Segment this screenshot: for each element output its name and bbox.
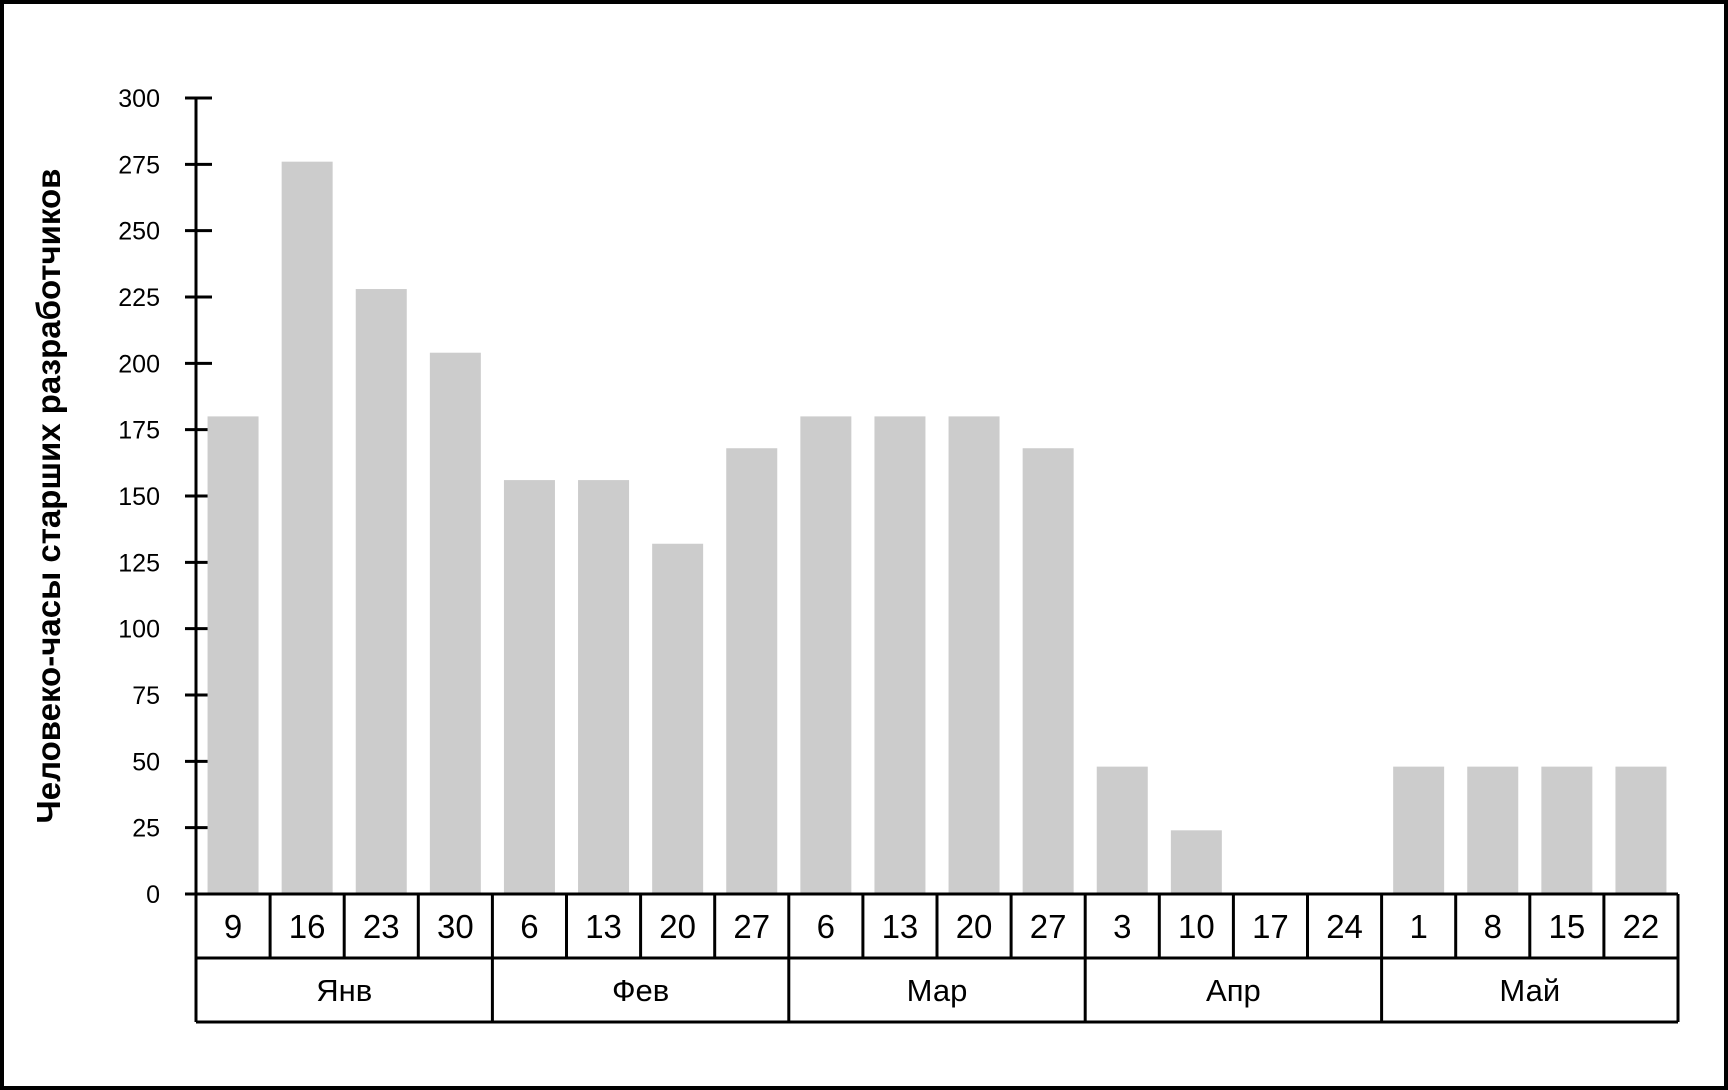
x-axis-table: 9 16 23 30 6 13 20 27 6 13 20 27 3 10 17 24 1 8 15 22 Янв Фев… xyxy=(194,892,1680,1024)
month-label: Янв xyxy=(316,973,372,1008)
bar xyxy=(207,416,259,894)
x-tick-label: 15 xyxy=(1548,908,1585,945)
y-tick-label: 25 xyxy=(132,815,160,843)
y-axis: 0 25 50 75 100 125 150 175 200 225 250 275 300 xyxy=(118,85,212,909)
x-tick-label: 6 xyxy=(520,908,538,945)
bar xyxy=(1022,448,1074,894)
y-tick-label: 0 xyxy=(146,881,160,909)
x-tick-label: 23 xyxy=(363,908,400,945)
bar xyxy=(1467,766,1519,894)
x-tick-label: 1 xyxy=(1409,908,1427,945)
y-tick-label: 200 xyxy=(118,350,160,378)
x-tick-label: 17 xyxy=(1252,908,1289,945)
bar xyxy=(1615,766,1667,894)
x-tick-label: 10 xyxy=(1178,908,1215,945)
x-tick-label: 9 xyxy=(224,908,242,945)
month-label: Май xyxy=(1499,973,1560,1008)
bar xyxy=(1170,830,1222,894)
bar xyxy=(800,416,852,894)
bar xyxy=(874,416,926,894)
x-tick-label: 13 xyxy=(585,908,622,945)
bar xyxy=(1096,766,1148,894)
x-tick-label: 22 xyxy=(1623,908,1660,945)
bar xyxy=(578,480,630,894)
y-tick-label: 150 xyxy=(118,483,160,511)
x-tick-label: 8 xyxy=(1484,908,1502,945)
bars xyxy=(207,161,1667,895)
x-tick-label: 27 xyxy=(733,908,770,945)
y-tick-label: 125 xyxy=(118,549,160,577)
y-tick-label: 100 xyxy=(118,616,160,644)
bar xyxy=(948,416,1000,894)
month-label: Апр xyxy=(1206,973,1261,1008)
bar xyxy=(355,289,407,894)
bar xyxy=(1393,766,1445,894)
x-tick-label: 24 xyxy=(1326,908,1363,945)
x-tick-label: 3 xyxy=(1113,908,1131,945)
bar xyxy=(1541,766,1593,894)
x-tick-label: 20 xyxy=(659,908,696,945)
x-tick-label: 16 xyxy=(289,908,326,945)
bar xyxy=(652,543,704,894)
y-tick-label: 275 xyxy=(118,151,160,179)
y-tick-label: 300 xyxy=(118,85,160,113)
bar xyxy=(281,161,333,894)
y-tick-label: 225 xyxy=(118,284,160,312)
x-tick-label: 20 xyxy=(956,908,993,945)
x-tick-label: 27 xyxy=(1030,908,1067,945)
bar xyxy=(726,448,778,894)
y-tick-label: 175 xyxy=(118,417,160,445)
y-tick-label: 75 xyxy=(132,682,160,710)
x-tick-label: 30 xyxy=(437,908,474,945)
bar xyxy=(429,352,481,895)
y-axis-label: Человеко-часы старших разработчиков xyxy=(30,169,67,824)
month-label: Мар xyxy=(907,973,968,1008)
y-tick-label: 250 xyxy=(118,218,160,246)
x-tick-label: 13 xyxy=(882,908,919,945)
y-tick-label: 50 xyxy=(132,748,160,776)
x-tick-label: 6 xyxy=(817,908,835,945)
bar xyxy=(503,480,555,894)
month-label: Фев xyxy=(612,973,669,1008)
